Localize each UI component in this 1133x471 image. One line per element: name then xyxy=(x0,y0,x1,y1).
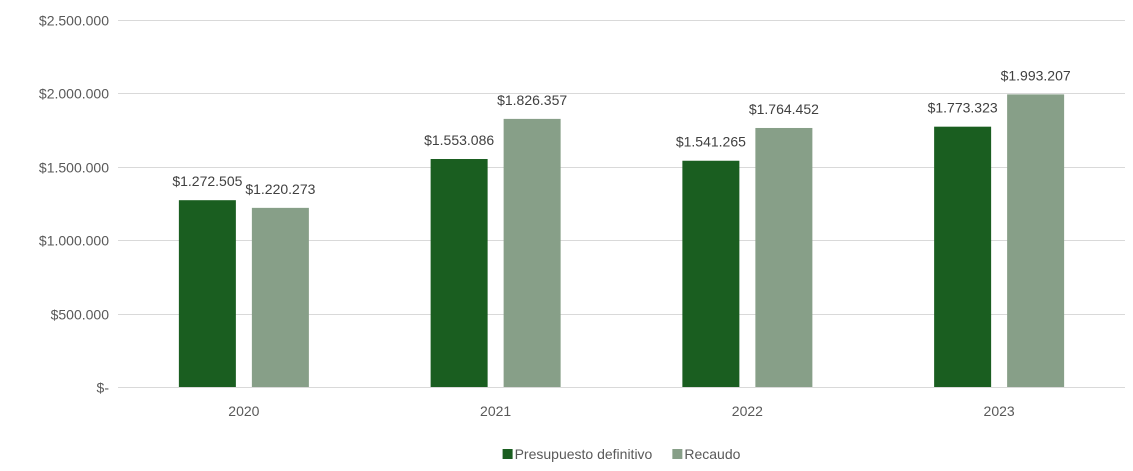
data-label: $1.773.323 xyxy=(928,100,998,116)
y-tick-label: $2.500.000 xyxy=(39,13,109,29)
y-tick-label: $1.000.000 xyxy=(39,233,109,249)
data-label: $1.272.505 xyxy=(172,173,242,189)
y-tick-label: $- xyxy=(97,380,110,396)
bar-presupuesto-definitivo-2022 xyxy=(682,160,740,387)
data-label: $1.826.357 xyxy=(497,92,567,108)
bar-presupuesto-definitivo-2020 xyxy=(178,200,236,387)
y-tick-label: $1.500.000 xyxy=(39,160,109,176)
data-label: $1.764.452 xyxy=(749,101,819,117)
y-axis-ticks: $- $500.000 $1.000.000 $1.500.000 $2.000.000… xyxy=(39,13,109,396)
x-tick-label: 2020 xyxy=(228,403,259,419)
legend-item: Recaudo xyxy=(672,446,741,462)
data-label: $1.993.207 xyxy=(1001,67,1071,83)
legend: Presupuesto definitivo Recaudo xyxy=(502,446,741,462)
legend-item: Presupuesto definitivo xyxy=(502,446,653,462)
x-tick-label: 2023 xyxy=(984,403,1015,419)
x-tick-label: 2021 xyxy=(480,403,511,419)
legend-label: Recaudo xyxy=(684,446,740,462)
data-label: $1.553.086 xyxy=(424,132,494,148)
data-labels: $1.272.505 $1.220.273 $1.553.086 $1.826.357… xyxy=(172,67,1071,196)
y-tick-label: $500.000 xyxy=(51,307,110,323)
bar-recaudo-2022 xyxy=(755,127,813,387)
bar-presupuesto-definitivo-2021 xyxy=(430,159,488,387)
bar-recaudo-2020 xyxy=(251,207,309,387)
bar-recaudo-2021 xyxy=(503,118,561,387)
x-axis-ticks: 2020 2021 2022 2023 xyxy=(228,403,1015,419)
legend-swatch xyxy=(672,449,683,459)
bar-presupuesto-definitivo-2023 xyxy=(934,126,992,388)
y-tick-label: $2.000.000 xyxy=(39,86,109,102)
bars xyxy=(178,94,1065,388)
data-label: $1.220.273 xyxy=(245,181,315,197)
data-label: $1.541.265 xyxy=(676,134,746,150)
legend-label: Presupuesto definitivo xyxy=(515,446,653,462)
bar-recaudo-2023 xyxy=(1007,94,1065,387)
x-tick-label: 2022 xyxy=(732,403,763,419)
legend-swatch xyxy=(502,449,513,459)
